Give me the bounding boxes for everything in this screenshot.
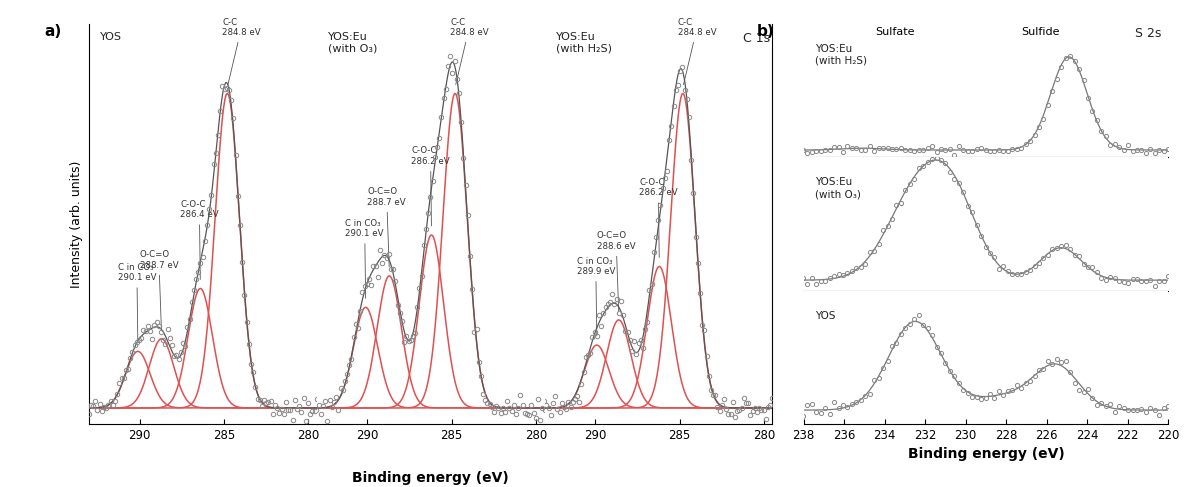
Text: C-O-C
286.2 eV: C-O-C 286.2 eV [639, 178, 677, 258]
Text: YOS: YOS [101, 32, 122, 42]
Text: C-O-C
286.2 eV: C-O-C 286.2 eV [412, 147, 449, 226]
Text: YOS: YOS [815, 311, 835, 320]
Text: C-O-C
286.4 eV: C-O-C 286.4 eV [180, 200, 218, 280]
Text: C in CO₃
290.1 eV: C in CO₃ 290.1 eV [345, 219, 384, 298]
Text: C in CO₃
289.9 eV: C in CO₃ 289.9 eV [576, 257, 616, 336]
Text: b): b) [757, 24, 774, 39]
Text: YOS:Eu
(with H₂S): YOS:Eu (with H₂S) [556, 32, 612, 54]
Text: YOS:Eu
(with O₃): YOS:Eu (with O₃) [815, 177, 861, 199]
Text: O-C=O
288.7 eV: O-C=O 288.7 eV [368, 187, 406, 267]
Y-axis label: Intensity (arb. units): Intensity (arb. units) [70, 160, 83, 288]
Text: S 2s: S 2s [1135, 27, 1161, 40]
Text: Sulfide: Sulfide [1021, 27, 1060, 37]
Text: O-C=O
288.6 eV: O-C=O 288.6 eV [597, 231, 636, 311]
Text: YOS:Eu
(with H₂S): YOS:Eu (with H₂S) [815, 44, 867, 66]
Text: Binding energy (eV): Binding energy (eV) [352, 471, 509, 485]
X-axis label: Binding energy (eV): Binding energy (eV) [907, 447, 1064, 461]
Text: C in CO₃
290.1 eV: C in CO₃ 290.1 eV [117, 263, 157, 342]
Text: O-C=O
288.7 eV: O-C=O 288.7 eV [140, 250, 178, 330]
Text: C-C
284.8 eV: C-C 284.8 eV [222, 18, 261, 85]
Text: a): a) [44, 24, 62, 39]
Text: C 1s: C 1s [742, 32, 770, 45]
Text: Sulfate: Sulfate [875, 27, 914, 37]
Text: C-C
284.8 eV: C-C 284.8 eV [449, 18, 489, 85]
Text: C-C
284.8 eV: C-C 284.8 eV [678, 18, 716, 85]
Text: YOS:Eu
(with O₃): YOS:Eu (with O₃) [329, 32, 377, 54]
